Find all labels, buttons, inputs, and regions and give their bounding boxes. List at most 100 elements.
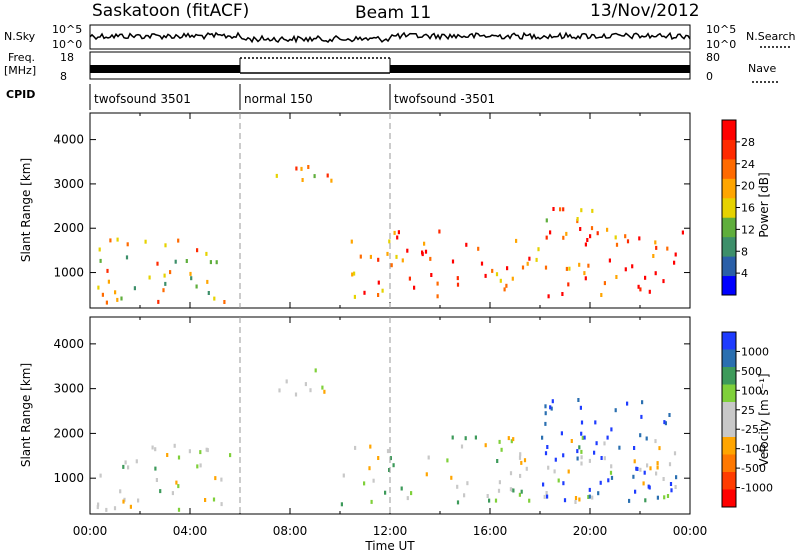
- colorbar-frame: [721, 331, 737, 508]
- range-cell: [594, 420, 597, 425]
- y-tick-label: 1000: [53, 266, 84, 280]
- colorbar-tick-label: 500: [741, 365, 762, 378]
- y-tick-label: 3000: [53, 177, 84, 191]
- power-colorbar: 4 8 12 16 20 24 28: [721, 119, 755, 296]
- range-cell: [98, 247, 101, 252]
- range-cell: [154, 466, 157, 471]
- range-cell: [389, 456, 392, 461]
- range-cell: [644, 498, 647, 503]
- cpid-segments: twofsound 3501 normal 150 twofsound -3501: [94, 84, 495, 110]
- colorbar-swatch: [722, 489, 736, 508]
- range-cell: [185, 259, 188, 263]
- range-cell: [113, 506, 117, 511]
- range-cell: [156, 261, 159, 266]
- range-cell: [396, 235, 399, 240]
- range-cell: [166, 453, 169, 457]
- range-cell: [154, 447, 157, 452]
- range-cell: [397, 230, 400, 235]
- range-cell: [567, 282, 570, 287]
- range-cell: [323, 389, 326, 394]
- colorbar-tick-label: 8: [741, 245, 748, 258]
- range-cell: [503, 287, 506, 292]
- range-cell: [545, 491, 548, 495]
- y-tick-label: 2000: [53, 426, 84, 440]
- range-cell: [584, 242, 587, 247]
- colorbar-swatch: [722, 275, 736, 296]
- range-cell: [545, 218, 548, 223]
- range-cell: [363, 481, 366, 486]
- range-cell: [486, 494, 489, 498]
- velocity-colorbar-label: Velocity [m s⁻¹]: [757, 373, 771, 466]
- range-cell: [423, 241, 426, 246]
- range-cell: [519, 452, 522, 457]
- range-cell: [635, 466, 638, 471]
- range-cell: [652, 254, 655, 258]
- range-cell: [519, 473, 522, 478]
- velocity-colorbar: 1000 500 100 25 -25 -100 -500 -1000: [721, 331, 773, 508]
- range-cell: [646, 463, 649, 468]
- range-cell: [505, 283, 508, 288]
- range-cell: [133, 286, 136, 291]
- range-cell: [681, 230, 684, 235]
- range-cell: [631, 264, 634, 269]
- range-cell: [436, 281, 439, 286]
- range-cell: [342, 473, 345, 478]
- range-cell: [220, 502, 223, 507]
- colorbar-tick-label: 12: [741, 223, 755, 236]
- range-cell: [590, 226, 594, 231]
- freq-tick-hi: 18: [60, 51, 74, 64]
- range-cell: [395, 254, 398, 259]
- range-cell: [304, 382, 307, 387]
- range-cell: [164, 243, 167, 248]
- range-cell: [466, 481, 469, 486]
- range-cell: [122, 499, 125, 504]
- range-cell: [151, 445, 154, 450]
- range-cell: [588, 458, 591, 463]
- range-cell: [562, 453, 565, 458]
- range-cell: [209, 260, 212, 265]
- range-cell: [157, 299, 160, 304]
- range-cell: [656, 461, 659, 466]
- range-cell: [655, 245, 658, 250]
- range-cell: [578, 445, 581, 450]
- range-cell: [669, 482, 673, 486]
- range-cell: [668, 462, 672, 467]
- range-cell: [606, 227, 609, 232]
- range-cell: [656, 495, 659, 500]
- range-cell: [610, 427, 613, 432]
- nsky-panel: [89, 24, 691, 50]
- range-cell: [188, 449, 191, 454]
- x-tick-label: 12:00: [373, 524, 408, 538]
- colorbar-swatch: [722, 256, 736, 277]
- range-cell: [615, 275, 618, 279]
- colorbar-tick-label: 1000: [741, 345, 769, 358]
- y-tick-label: 2000: [53, 221, 84, 235]
- range-cell: [460, 444, 464, 449]
- range-cell: [641, 400, 644, 405]
- range-cell: [547, 465, 550, 470]
- range-cell: [488, 498, 491, 503]
- range-cell: [580, 449, 583, 454]
- range-cell: [294, 392, 298, 397]
- range-cell: [456, 484, 459, 489]
- range-cell: [406, 248, 409, 253]
- range-cell: [499, 278, 502, 283]
- range-cell: [580, 461, 583, 466]
- range-cell: [587, 495, 590, 499]
- range-cell: [430, 273, 433, 277]
- range-cell: [386, 251, 389, 256]
- range-cell: [372, 478, 375, 483]
- range-cell: [189, 271, 192, 276]
- range-cell: [654, 271, 657, 276]
- range-cell: [673, 260, 676, 265]
- range-cell: [583, 435, 586, 440]
- nave-tick-lo: 0: [706, 70, 713, 83]
- range-cell: [589, 234, 592, 239]
- range-cell: [494, 498, 498, 503]
- x-tick-label: 08:00: [273, 524, 308, 538]
- range-cell: [321, 385, 324, 390]
- range-cell: [512, 488, 515, 493]
- range-cell: [587, 263, 590, 268]
- nsky-trace: [89, 31, 691, 44]
- station-title: Saskatoon (fitACF): [92, 1, 249, 21]
